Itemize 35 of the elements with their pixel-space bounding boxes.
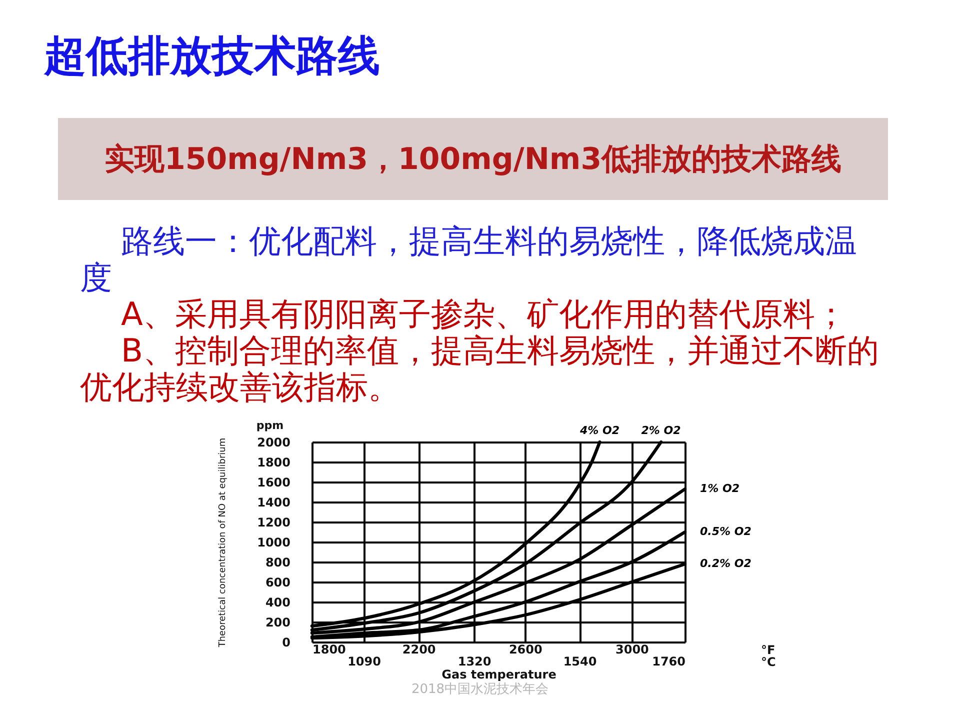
series-label: 4% O2 — [578, 424, 620, 437]
y-tick-label: 800 — [265, 556, 290, 570]
x2-tick-label: 1540 — [563, 654, 597, 668]
x-tick-label: 3000 — [616, 642, 649, 656]
text: °C — [761, 655, 776, 669]
text: ppm — [256, 419, 284, 432]
text: 2018中国水泥技术年会 — [411, 682, 549, 697]
x-tick-label: 1800 — [312, 642, 346, 656]
series-label: 1% O2 — [700, 482, 740, 495]
text: B、控制合理的率值，提高生料易烧性，并通过不断的优化持续改善该指标。 — [80, 332, 879, 406]
y-axis-title: Theoretical concentration of NO at equilibrium — [218, 438, 228, 648]
y-tick-label: 600 — [265, 576, 290, 590]
series-label: 0.2% O2 — [700, 557, 752, 570]
y-tick-label: 1400 — [257, 496, 290, 510]
x-axis-title: Gas temperature — [442, 668, 556, 682]
x-tick-label: 2600 — [508, 642, 542, 656]
chart-title: 超低排放技术路线 — [43, 31, 380, 80]
text: °F — [761, 643, 776, 657]
y-tick-label: 1000 — [257, 536, 290, 550]
chart-subtitle: 实现150mg/Nm3，100mg/Nm3低排放的技术路线 — [104, 142, 842, 177]
series-label: 0.5% O2 — [700, 525, 752, 538]
y-tick-label: 200 — [265, 616, 290, 630]
text: A、采用具有阴阳离子掺杂、矿化作用的替代原料； — [121, 295, 847, 333]
y-tick-label: 400 — [265, 596, 290, 610]
text: 路线一：优化配料，提高生料的易烧性，降低烧成温度 — [80, 222, 857, 296]
series-label: 2% O2 — [641, 424, 682, 437]
x2-tick-label: 1320 — [458, 654, 492, 668]
y-tick-label: 1600 — [257, 476, 290, 490]
x2-tick-label: 1090 — [348, 654, 381, 668]
x2-tick-label: 1760 — [652, 654, 686, 668]
y-tick-label: 0 — [282, 636, 290, 650]
y-tick-label: 1200 — [257, 516, 290, 530]
y-tick-label: 2000 — [257, 436, 290, 450]
y-tick-label: 1800 — [257, 456, 290, 470]
x-tick-label: 2200 — [402, 642, 436, 656]
